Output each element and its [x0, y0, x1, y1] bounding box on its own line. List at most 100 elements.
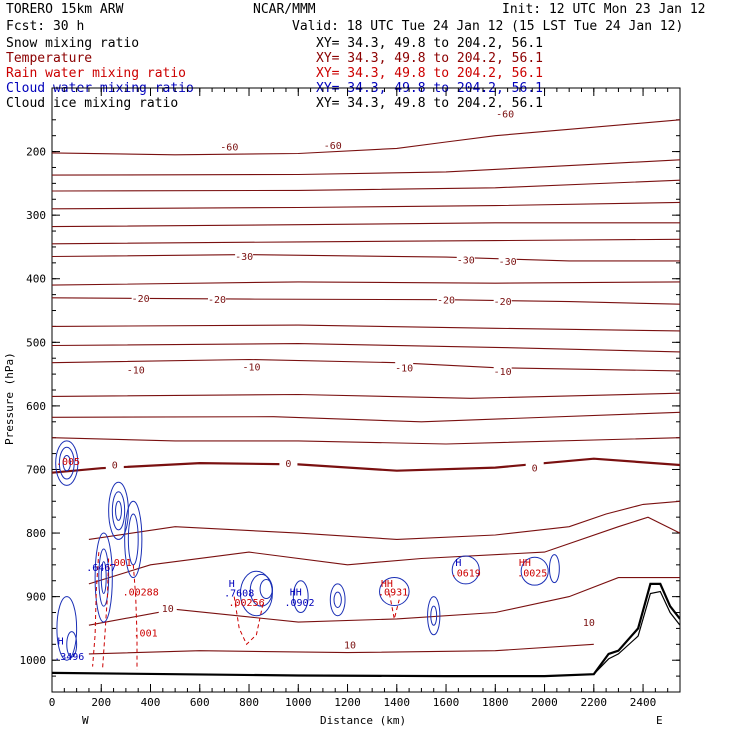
- cloud-water-contour: [379, 577, 410, 607]
- temperature-contour-label: -20: [494, 297, 512, 308]
- temperature-contour: [52, 343, 680, 353]
- temperature-contour: [52, 201, 680, 210]
- temperature-contour-label: 10: [344, 640, 356, 651]
- x-tick-label: 1200: [334, 696, 361, 709]
- legend-field-xy: XY= 34.3, 49.8 to 204.2, 56.1: [316, 96, 543, 111]
- cloud-water-contour: [111, 491, 126, 531]
- x-tick-label: 1000: [285, 696, 312, 709]
- contour-max-label: .00288: [123, 587, 159, 598]
- x-axis-label: Distance (km): [320, 714, 406, 727]
- x-tick-label: 1800: [482, 696, 509, 709]
- contour-max-label: .0619: [451, 568, 481, 579]
- contour-label-bg: [242, 360, 261, 372]
- contour-label-bg: [158, 602, 177, 614]
- temperature-contour-label: -60: [324, 141, 342, 152]
- temperature-contour-label: 10: [583, 618, 595, 629]
- temperature-contour-label: 0: [532, 464, 538, 475]
- plot-contents: -60 -60 -60 -30 -30 -30 -20 -20 -20 -20 -10 -10 -10 -…: [52, 107, 680, 678]
- contour-max-label: HH: [381, 579, 393, 590]
- contour-label-bg: [437, 293, 456, 305]
- x-tick-label: 1400: [384, 696, 411, 709]
- rain-water-contour: [388, 593, 400, 620]
- contour-label-bg: [340, 638, 359, 650]
- contour-label-bg: [498, 254, 517, 266]
- temperature-contour-label: -30: [235, 252, 253, 263]
- temperature-contour: [52, 119, 680, 156]
- legend-field-xy: XY= 34.3, 49.8 to 204.2, 56.1: [316, 51, 543, 66]
- rain-water-contour: [92, 552, 100, 667]
- legend-field-xy: XY= 34.3, 49.8 to 204.2, 56.1: [316, 66, 543, 81]
- temperature-contour: [52, 179, 680, 192]
- contour-max-label: H: [455, 558, 461, 569]
- temperature-contour-label: -60: [496, 109, 514, 120]
- header: TORERO 15km ARW NCAR/MMM Init: 12 UTC Mo…: [6, 2, 706, 34]
- cloud-water-contour: [333, 591, 342, 608]
- contour-max-label: HH: [519, 558, 531, 569]
- temperature-contour-label: -10: [395, 364, 413, 375]
- cloud-water-contour: [62, 454, 71, 472]
- x-tick-label: 2000: [531, 696, 558, 709]
- temperature-contour-label: 0: [112, 460, 118, 471]
- forecast-hour: Fcst: 30 h: [6, 19, 84, 34]
- contour-label-bg: [279, 457, 298, 469]
- temperature-contour-label: -10: [242, 362, 260, 373]
- cloud-water-contour: [58, 446, 75, 480]
- terrain-line: [52, 582, 680, 678]
- x-tick-label: 200: [91, 696, 111, 709]
- legend-field-name: Temperature: [6, 51, 92, 66]
- temperature-contour-label: -20: [437, 296, 455, 307]
- contour-label-bg: [579, 616, 598, 628]
- temperature-contour: [52, 437, 680, 445]
- temperature-contour-label: -30: [457, 256, 475, 267]
- y-tick-label: 600: [26, 400, 46, 413]
- field-legend: Snow mixing ratio XY= 34.3, 49.8 to 204.2…: [6, 36, 543, 111]
- cloud-water-contour: [329, 583, 346, 617]
- cloud-water-contour: [108, 481, 129, 540]
- contour-max-label: H: [229, 579, 235, 590]
- y-tick-label: 900: [26, 591, 46, 604]
- legend-field-name: Snow mixing ratio: [6, 36, 139, 51]
- contour-label-bg: [208, 293, 227, 305]
- temperature-contour: [52, 358, 680, 372]
- contour-label-bg: [323, 139, 342, 151]
- temperature-contour: [52, 254, 680, 262]
- contour-label-bg: [395, 361, 414, 373]
- temperature-contour-label: 0: [285, 459, 291, 470]
- x-axis-west-label: W: [82, 714, 89, 727]
- contour-max-label: .0902: [284, 598, 314, 609]
- temperature-contour-label: -10: [127, 366, 145, 377]
- rain-water-contour: [233, 596, 265, 646]
- contour-max-label: .005: [56, 457, 80, 468]
- cloud-water-contour: [100, 561, 107, 594]
- contour-max-label: .00256: [228, 598, 264, 609]
- temperature-contour: [52, 411, 680, 423]
- cloud-water-contour: [115, 500, 122, 521]
- x-tick-label: 1600: [433, 696, 460, 709]
- temperature-contour-label: -60: [220, 142, 238, 153]
- contour-max-label: .0931: [378, 587, 408, 598]
- y-tick-label: 200: [26, 146, 46, 159]
- y-axis-label: Pressure (hPa): [3, 352, 16, 445]
- cloud-water-contour: [98, 548, 110, 607]
- x-axis-east-label: E: [656, 714, 663, 727]
- y-tick-label: 400: [26, 273, 46, 286]
- x-tick-label: 600: [190, 696, 210, 709]
- temperature-contour-label: 10: [162, 604, 174, 615]
- contour-label-bg: [126, 363, 145, 375]
- y-tick-label: 300: [26, 209, 46, 222]
- cloud-water-contour: [430, 605, 438, 626]
- y-tick-label: 800: [26, 527, 46, 540]
- cloud-water-contour: [94, 532, 113, 623]
- cloud-water-contour: [124, 500, 143, 579]
- contour-label-bg: [456, 253, 475, 265]
- temperature-contour-label: -20: [132, 294, 150, 305]
- cloud-water-contour: [427, 596, 441, 636]
- temperature-contour-label: -30: [499, 257, 517, 268]
- contour-max-label: .0025: [517, 568, 547, 579]
- temperature-contour: [52, 457, 680, 474]
- cloud-water-contour: [292, 580, 309, 614]
- y-tick-label: 700: [26, 463, 46, 476]
- contour-label-bg: [235, 249, 254, 261]
- x-tick-label: 0: [49, 696, 56, 709]
